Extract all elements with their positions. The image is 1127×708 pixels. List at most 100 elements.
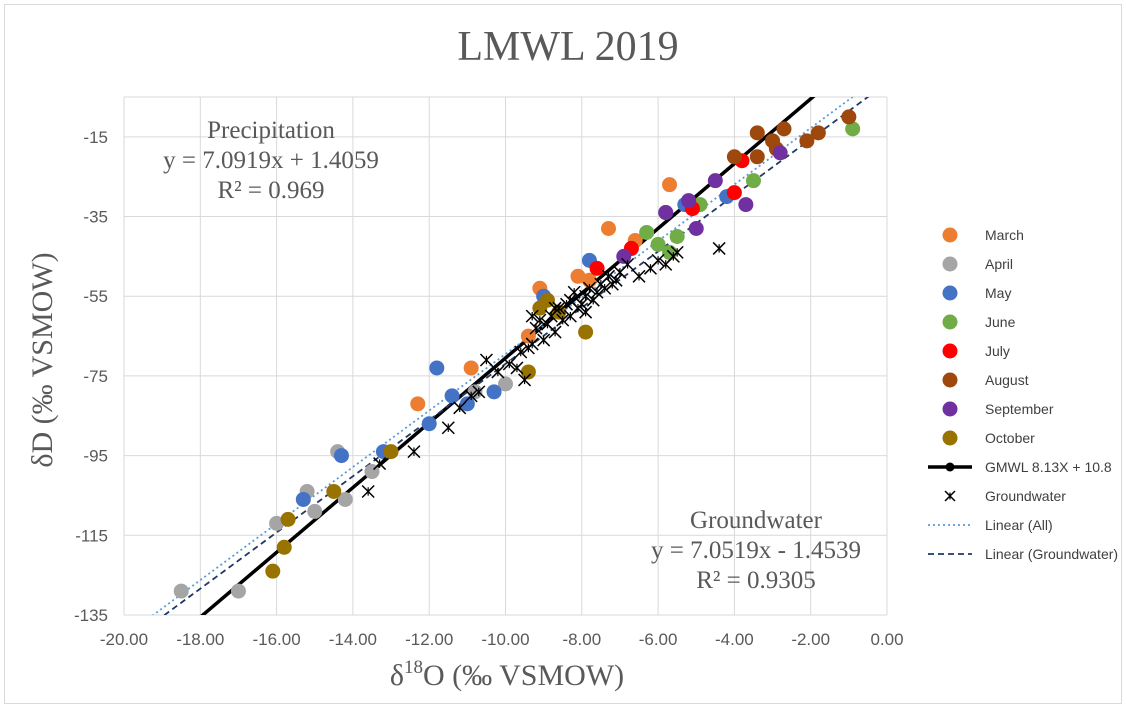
data-point-june [650, 236, 666, 252]
data-point-october [326, 483, 342, 499]
legend-entry: September [942, 401, 1054, 417]
data-point-april [307, 503, 323, 519]
groundwater-point [651, 253, 665, 267]
legend-label: GMWL 8.13X + 10.8 [985, 459, 1112, 475]
gridlines [123, 96, 888, 616]
data-point-may [459, 396, 475, 412]
y-axis-ticks: -135 -115 -95 -75 -55 -35 -15 [74, 128, 108, 625]
annotation-line: R² = 0.9305 [696, 567, 816, 594]
data-point-october [520, 364, 536, 380]
trend-lines [151, 97, 870, 615]
legend-label: Linear (All) [985, 517, 1053, 533]
trend-line [151, 97, 855, 615]
data-point-april [230, 583, 246, 599]
data-point-july [589, 260, 605, 276]
data-point-march [410, 396, 426, 412]
data-point-august [776, 121, 792, 137]
annotation-line: y = 7.0919x + 1.4059 [163, 147, 379, 174]
annotation-line: R² = 0.969 [217, 177, 324, 204]
groundwater-point [514, 345, 528, 359]
x-tick-label: -4.00 [715, 630, 754, 649]
data-point-may [333, 448, 349, 464]
data-point-august [841, 109, 857, 125]
data-point-may [421, 416, 437, 432]
legend-entry: GMWL 8.13X + 10.8 [928, 459, 1112, 475]
legend-label: Groundwater [985, 488, 1066, 504]
groundwater-point [407, 445, 421, 459]
x-tick-label: -14.00 [329, 630, 377, 649]
groundwater-point [579, 305, 593, 319]
data-point-april [269, 515, 285, 531]
trend-line [200, 97, 816, 615]
groundwater-point [453, 401, 467, 415]
groundwater-point [582, 281, 596, 295]
groundwater-point [598, 281, 612, 295]
data-point-june [669, 228, 685, 244]
data-point-october [276, 539, 292, 555]
y-axis-label: δD (‰ VSMOW) [26, 252, 59, 467]
groundwater-point [361, 484, 375, 499]
data-point-april [498, 376, 513, 392]
data-point-june [639, 224, 655, 240]
legend-label: April [985, 256, 1013, 272]
groundwater-point [373, 457, 387, 471]
data-point-august [799, 133, 815, 149]
data-point-march [662, 177, 678, 193]
legend-marker [942, 256, 958, 272]
legend-marker [945, 462, 955, 472]
data-point-april [337, 491, 353, 507]
legend-label: July [985, 343, 1010, 359]
y-tick-label: -95 [83, 447, 108, 466]
x-tick-label: -20.00 [100, 630, 148, 649]
x-tick-label: -18.00 [176, 630, 224, 649]
y-tick-label: -75 [83, 367, 108, 386]
regression-annotations: Precipitation y = 7.0919x + 1.4059 R² = 0.… [163, 117, 861, 594]
data-point-may [444, 388, 460, 404]
groundwater-point [518, 373, 532, 387]
legend-entry: March [942, 227, 1024, 243]
legend-label: October [985, 430, 1035, 446]
legend-entry: Linear (Groundwater) [928, 546, 1118, 562]
data-point-may [486, 384, 502, 400]
x-tick-label: -12.00 [405, 630, 453, 649]
groundwater-point [548, 325, 562, 339]
groundwater-point [472, 385, 486, 399]
data-point-september [658, 205, 674, 221]
chart-title: LMWL 2019 [457, 24, 678, 70]
x-tick-label: -16.00 [252, 630, 300, 649]
y-tick-label: -135 [74, 606, 108, 625]
annotation-line: y = 7.0519x - 1.4539 [651, 537, 861, 564]
data-point-august [749, 125, 765, 141]
groundwater-point [533, 313, 547, 327]
groundwater-point [491, 365, 505, 379]
data-point-september [738, 197, 754, 213]
groundwater-point [479, 353, 493, 367]
legend-marker [942, 314, 958, 330]
groundwater-point [502, 357, 516, 371]
data-point-august [749, 149, 765, 165]
legend-entry: August [942, 372, 1029, 388]
legend-label: August [985, 372, 1029, 388]
x-tick-label: -2.00 [791, 630, 830, 649]
legend-entry: April [942, 256, 1013, 272]
x-tick-label: -6.00 [639, 630, 678, 649]
groundwater-point [525, 337, 539, 351]
legend-label: March [985, 227, 1024, 243]
data-point-september [688, 220, 704, 236]
x-tick-label: 0.00 [870, 630, 903, 649]
y-tick-label: -115 [75, 526, 108, 545]
groundwater-point [563, 293, 577, 307]
legend-marker [944, 490, 956, 502]
legend-entry: Linear (All) [928, 517, 1053, 533]
legend-marker [942, 430, 958, 446]
groundwater-point [525, 309, 539, 323]
legend-marker [942, 343, 958, 359]
data-point-may [429, 360, 445, 376]
y-tick-label: -15 [83, 128, 108, 147]
groundwater-point [712, 241, 726, 255]
data-point-august [810, 125, 826, 141]
chart-frame [4, 4, 1122, 704]
x-axis-label: δ18O (‰ VSMOW) [390, 657, 624, 692]
data-point-july [726, 185, 742, 201]
data-point-march [463, 360, 479, 376]
